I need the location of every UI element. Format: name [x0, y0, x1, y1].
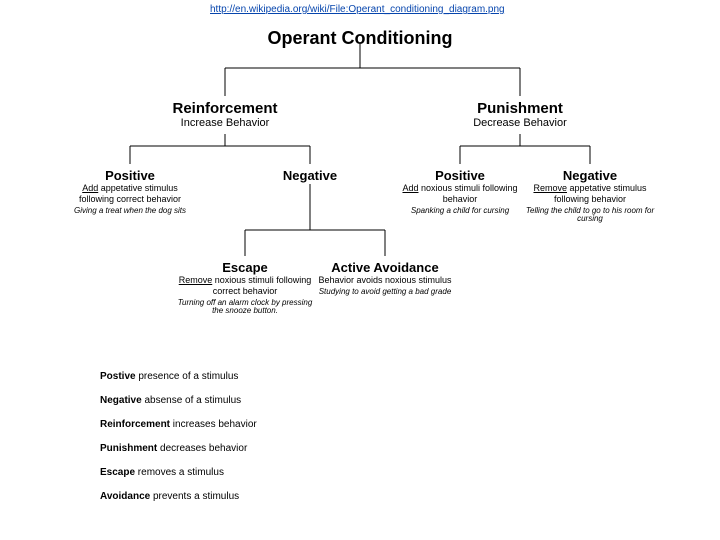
legend-item-5: Avoidance prevents a stimulus — [100, 490, 239, 503]
node-p_neg: NegativeRemove appetative stimulus follo… — [515, 168, 665, 224]
r_pos-example: Giving a treat when the dog sits — [65, 207, 195, 216]
legend-item-0: Postive presence of a stimulus — [100, 370, 238, 383]
root-title: Operant Conditioning — [250, 28, 470, 49]
legend-item-4: Escape removes a stimulus — [100, 466, 224, 479]
node-avoidance: Active AvoidanceBehavior avoids noxious … — [315, 260, 455, 297]
r_pos-title: Positive — [65, 168, 195, 183]
punishment-title: Punishment — [440, 100, 600, 117]
p_neg-desc: Remove appetative stimulus following beh… — [515, 183, 665, 205]
legend-item-2: Reinforcement increases behavior — [100, 418, 257, 431]
node-p_pos: PositiveAdd noxious stimuli following be… — [400, 168, 520, 215]
punishment-subtitle: Decrease Behavior — [440, 117, 600, 129]
legend-item-1: Negative absense of a stimulus — [100, 394, 241, 407]
p_neg-example: Telling the child to go to his room for … — [515, 207, 665, 225]
source-link[interactable]: http://en.wikipedia.org/wiki/File:Operan… — [210, 4, 505, 15]
p_pos-desc: Add noxious stimuli following behavior — [400, 183, 520, 205]
r_pos-desc: Add appetative stimulus following correc… — [65, 183, 195, 205]
node-root: Operant Conditioning — [250, 28, 470, 49]
node-r_pos: PositiveAdd appetative stimulus followin… — [65, 168, 195, 215]
legend-item-3: Punishment decreases behavior — [100, 442, 247, 455]
node-punishment: PunishmentDecrease Behavior — [440, 100, 600, 129]
reinforcement-title: Reinforcement — [145, 100, 305, 117]
escape-title: Escape — [175, 260, 315, 275]
reinforcement-subtitle: Increase Behavior — [145, 117, 305, 129]
p_pos-example: Spanking a child for cursing — [400, 207, 520, 216]
avoidance-desc: Behavior avoids noxious stimulus — [315, 275, 455, 286]
avoidance-example: Studying to avoid getting a bad grade — [315, 288, 455, 297]
p_pos-title: Positive — [400, 168, 520, 183]
avoidance-title: Active Avoidance — [315, 260, 455, 275]
node-escape: EscapeRemove noxious stimuli following c… — [175, 260, 315, 316]
node-reinforcement: ReinforcementIncrease Behavior — [145, 100, 305, 129]
escape-example: Turning off an alarm clock by pressing t… — [175, 299, 315, 317]
r_neg-title: Negative — [260, 168, 360, 183]
escape-desc: Remove noxious stimuli following correct… — [175, 275, 315, 297]
p_neg-title: Negative — [515, 168, 665, 183]
node-r_neg: Negative — [260, 168, 360, 183]
